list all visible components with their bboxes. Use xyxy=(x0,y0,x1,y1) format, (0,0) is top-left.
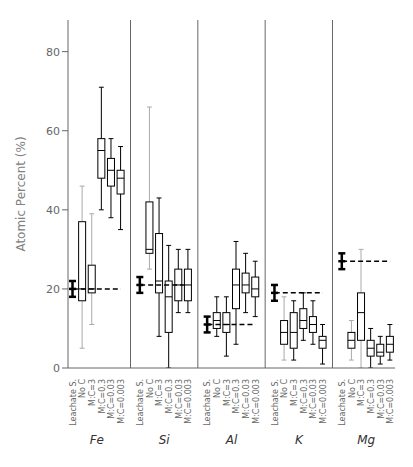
svg-text:M:C=0.3: M:C=0.3 xyxy=(165,379,174,414)
svg-text:M:C=0.3: M:C=0.3 xyxy=(300,379,309,414)
svg-text:M:C=0.003: M:C=0.003 xyxy=(386,379,395,424)
svg-text:Leachate S.: Leachate S. xyxy=(136,379,145,426)
svg-text:M:C=0.03: M:C=0.03 xyxy=(175,379,184,419)
svg-text:Leachate S.: Leachate S. xyxy=(338,379,347,426)
svg-text:Mg: Mg xyxy=(357,433,375,447)
svg-text:M:C=0.03: M:C=0.03 xyxy=(309,379,318,419)
svg-text:M:C=0.003: M:C=0.003 xyxy=(319,379,328,424)
svg-text:M:C=3: M:C=3 xyxy=(88,379,97,406)
svg-text:M:C=0.03: M:C=0.03 xyxy=(377,379,386,419)
svg-text:No C: No C xyxy=(213,379,222,398)
svg-text:M:C=3: M:C=3 xyxy=(290,379,299,406)
svg-text:40: 40 xyxy=(46,204,60,217)
svg-text:80: 80 xyxy=(46,46,60,59)
svg-text:M:C=0.03: M:C=0.03 xyxy=(107,379,116,419)
svg-text:20: 20 xyxy=(46,283,60,296)
svg-text:Fe: Fe xyxy=(90,433,104,447)
svg-text:Leachate S.: Leachate S. xyxy=(271,379,280,426)
svg-text:Leachate S.: Leachate S. xyxy=(203,379,212,426)
svg-text:M:C=0.003: M:C=0.003 xyxy=(252,379,261,424)
svg-text:Leachate S.: Leachate S. xyxy=(69,379,78,426)
svg-text:M:C=0.03: M:C=0.03 xyxy=(242,379,251,419)
svg-text:Si: Si xyxy=(159,433,171,447)
svg-text:M:C=3: M:C=3 xyxy=(357,379,366,406)
svg-text:60: 60 xyxy=(46,125,60,138)
svg-text:0: 0 xyxy=(53,362,60,375)
svg-text:Al: Al xyxy=(225,433,238,447)
svg-text:M:C=0.003: M:C=0.003 xyxy=(117,379,126,424)
svg-text:No C: No C xyxy=(348,379,357,398)
svg-text:No C: No C xyxy=(78,379,87,398)
svg-text:M:C=3: M:C=3 xyxy=(155,379,164,406)
svg-text:Atomic Percent (%): Atomic Percent (%) xyxy=(14,136,28,251)
svg-text:No C: No C xyxy=(146,379,155,398)
svg-text:M:C=0.3: M:C=0.3 xyxy=(367,379,376,414)
svg-text:M:C=3: M:C=3 xyxy=(223,379,232,406)
svg-text:M:C=0.003: M:C=0.003 xyxy=(184,379,193,424)
svg-text:No C: No C xyxy=(280,379,289,398)
svg-text:K: K xyxy=(295,433,304,447)
svg-text:M:C=0.3: M:C=0.3 xyxy=(232,379,241,414)
svg-text:M:C=0.3: M:C=0.3 xyxy=(98,379,107,414)
